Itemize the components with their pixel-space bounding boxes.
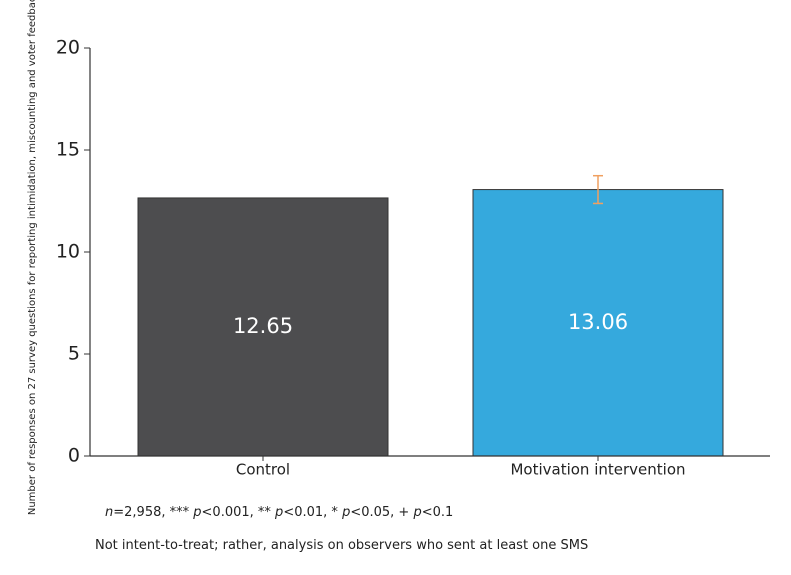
y-tick-label: 5 — [68, 343, 80, 365]
footnote-part: p — [341, 505, 350, 520]
value-label: 13.06 — [568, 310, 628, 334]
y-tick-label: 15 — [56, 139, 80, 161]
footnote-part: <0.01, * — [283, 505, 342, 520]
x-tick-label: Motivation intervention — [510, 461, 685, 479]
y-tick-label: 10 — [56, 241, 80, 263]
bar — [472, 189, 724, 457]
value-label: 12.65 — [233, 314, 293, 338]
footnote-part: <0.05, + — [350, 505, 413, 520]
y-axis-label: Number of responses on 27 survey questio… — [27, 0, 38, 515]
bar — [137, 197, 389, 457]
footnote: Not intent-to-treat; rather, analysis on… — [95, 538, 588, 553]
x-tick-label: Control — [236, 461, 290, 479]
footnote-part: <0.001, ** — [202, 505, 276, 520]
footnote-part: Not intent-to-treat; rather, analysis on… — [95, 538, 588, 553]
footnote-part: p — [192, 505, 201, 520]
footnote-part: p — [412, 505, 421, 520]
footnote-part: =2,958, *** — [113, 505, 193, 520]
y-tick-label: 20 — [56, 37, 80, 59]
footnote-part: n — [105, 505, 113, 520]
error-bar — [593, 174, 603, 205]
y-tick-label: 0 — [68, 445, 80, 467]
footnote-part: p — [274, 505, 283, 520]
footnote: n=2,958, *** p<0.001, ** p<0.01, * p<0.0… — [105, 505, 453, 520]
footnote-part: <0.1 — [422, 505, 454, 520]
